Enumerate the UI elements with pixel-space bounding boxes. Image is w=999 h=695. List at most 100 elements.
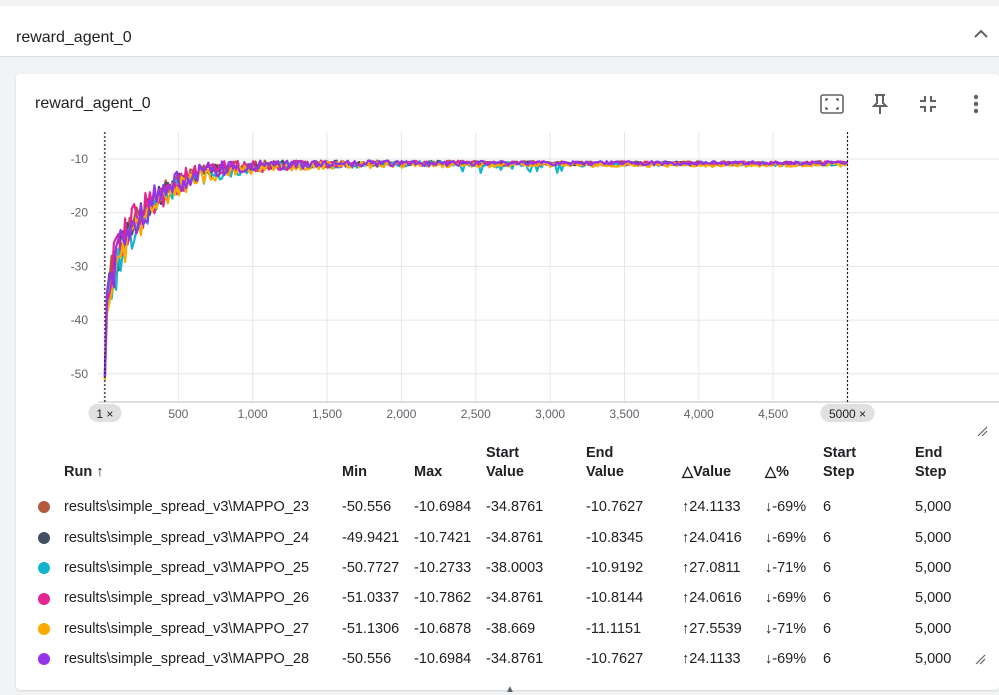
start-step-header[interactable]: Start Step: [823, 445, 857, 480]
collapse-card-icon[interactable]: [914, 90, 942, 118]
x-tick-label: 2,000: [386, 407, 416, 421]
delta-value-cell: ↑24.0416: [682, 529, 742, 546]
table-resize-handle-icon[interactable]: [974, 652, 986, 665]
swatch-header: [36, 442, 60, 492]
table-row[interactable]: results\simple_spread_v3\MAPPO_26 -51.033…: [36, 583, 979, 613]
x-tick-label: 500: [168, 407, 188, 421]
delta-value-cell: ↑24.1133: [682, 499, 741, 516]
max-cell: -10.2733: [414, 559, 472, 576]
delta-value-header[interactable]: △Value: [682, 464, 732, 480]
end-value-cell: -10.9192: [586, 559, 644, 576]
start-value-cell: -34.8761: [486, 499, 544, 516]
min-cell: -51.1306: [342, 620, 400, 637]
end-value-cell: -10.7627: [586, 651, 644, 668]
swatch-cell: [36, 492, 60, 522]
end-step-cell: 5,000: [915, 651, 952, 668]
run-header[interactable]: Run ↑: [64, 464, 104, 480]
y-tick-label: -10: [71, 152, 89, 166]
range-marker-badge: [88, 404, 122, 422]
start-step-cell: 6: [823, 529, 832, 546]
end-step-header[interactable]: End Step: [915, 445, 947, 480]
table-row[interactable]: results\simple_spread_v3\MAPPO_27 -51.130…: [36, 614, 979, 644]
end-step-cell: 5,000: [915, 620, 952, 637]
delta-pct-header[interactable]: △%: [765, 464, 790, 480]
start-value-cell: -38.0003: [486, 559, 544, 576]
range-marker-badge: [820, 404, 875, 422]
run-color-swatch[interactable]: [38, 562, 50, 575]
y-tick-label: -20: [71, 206, 89, 220]
swatch-cell: [36, 614, 60, 644]
delta-pct-cell: ↓-69%: [765, 590, 807, 607]
start-step-cell: 6: [823, 651, 832, 668]
start-value-cell: -38.669: [486, 620, 536, 637]
start-step-cell: 6: [823, 499, 832, 516]
chevron-up-icon[interactable]: [971, 24, 991, 44]
fit-domain-icon[interactable]: [818, 90, 846, 118]
run-cell: results\simple_spread_v3\MAPPO_23: [64, 499, 310, 516]
run-color-swatch[interactable]: [38, 653, 50, 666]
end-value-cell: -10.7627: [586, 499, 644, 516]
chart-series: [103, 159, 849, 380]
end-value-cell: -10.8345: [586, 529, 644, 546]
end-step-cell: 5,000: [915, 499, 952, 516]
x-tick-label: 4,500: [758, 407, 788, 421]
table-row[interactable]: results\simple_spread_v3\MAPPO_24 -49.942…: [36, 522, 979, 552]
range-marker-label: 1 ×: [96, 407, 113, 421]
run-color-swatch[interactable]: [38, 592, 50, 605]
end-value-header[interactable]: End Value: [586, 445, 624, 480]
start-step-cell: 6: [823, 620, 832, 637]
delta-pct-cell: ↓-69%: [765, 499, 807, 516]
series-line: [103, 160, 849, 380]
x-tick-label: 1,000: [238, 407, 268, 421]
min-cell: -51.0337: [342, 590, 400, 607]
range-marker-label: 5000 ×: [829, 407, 866, 421]
table-row[interactable]: results\simple_spread_v3\MAPPO_23 -50.556…: [36, 492, 979, 522]
x-tick-label: 3,500: [609, 407, 639, 421]
min-cell: -50.7727: [342, 559, 400, 576]
x-tick-label: 1,500: [312, 407, 342, 421]
x-tick-label: 2,500: [461, 407, 491, 421]
run-cell: results\simple_spread_v3\MAPPO_28: [64, 651, 310, 668]
delta-pct-cell: ↓-71%: [765, 559, 807, 576]
min-header[interactable]: Min: [342, 464, 367, 480]
min-cell: -50.556: [342, 651, 392, 668]
pin-icon[interactable]: [866, 90, 894, 118]
max-cell: -10.7862: [414, 590, 472, 607]
end-step-cell: 5,000: [915, 559, 952, 576]
delta-value-cell: ↑27.5539: [682, 620, 742, 637]
line-chart[interactable]: -10-20-30-40-5005001,0001,5002,0002,5003…: [16, 74, 999, 444]
run-cell: results\simple_spread_v3\MAPPO_24: [64, 529, 310, 546]
y-tick-label: -30: [71, 259, 89, 273]
chart-range-markers: 1 × 5000 ×: [88, 132, 875, 422]
delta-value-cell: ↑27.0811: [682, 559, 741, 576]
runs-table: Run ↑ Min Max Start Value End Value △Value…: [36, 442, 979, 674]
x-tick-label: 4,000: [684, 407, 714, 421]
x-tick-label: 3,000: [535, 407, 565, 421]
y-tick-label: -50: [71, 367, 89, 381]
delta-value-cell: ↑24.1133: [682, 651, 741, 668]
run-color-swatch[interactable]: [38, 531, 50, 544]
more-vert-icon[interactable]: [962, 90, 990, 118]
scalar-card: reward_agent_0 -10-20-30-40-5005001,0001…: [16, 74, 999, 690]
max-header[interactable]: Max: [414, 464, 443, 480]
delta-pct-cell: ↓-71%: [765, 620, 807, 637]
delta-pct-cell: ↓-69%: [765, 651, 807, 668]
run-color-swatch[interactable]: [38, 622, 50, 635]
start-value-cell: -34.8761: [486, 651, 544, 668]
runs-table-header: Run ↑ Min Max Start Value End Value △Value…: [36, 442, 979, 492]
start-value-cell: -34.8761: [486, 529, 544, 546]
group-header[interactable]: reward_agent_0: [0, 6, 999, 57]
table-row[interactable]: results\simple_spread_v3\MAPPO_28 -50.556…: [36, 644, 979, 674]
run-color-swatch[interactable]: [38, 501, 50, 514]
start-value-cell: -34.8761: [486, 590, 544, 607]
table-row[interactable]: results\simple_spread_v3\MAPPO_25 -50.772…: [36, 553, 979, 583]
swatch-cell: [36, 522, 60, 552]
resize-handle-icon[interactable]: [976, 424, 988, 437]
swatch-cell: [36, 583, 60, 613]
max-cell: -10.6984: [414, 499, 472, 516]
max-cell: -10.6984: [414, 651, 472, 668]
delta-value-cell: ↑24.0616: [682, 590, 742, 607]
run-cell: results\simple_spread_v3\MAPPO_27: [64, 620, 310, 637]
min-cell: -50.556: [342, 499, 392, 516]
start-value-header[interactable]: Start Value: [486, 445, 524, 480]
